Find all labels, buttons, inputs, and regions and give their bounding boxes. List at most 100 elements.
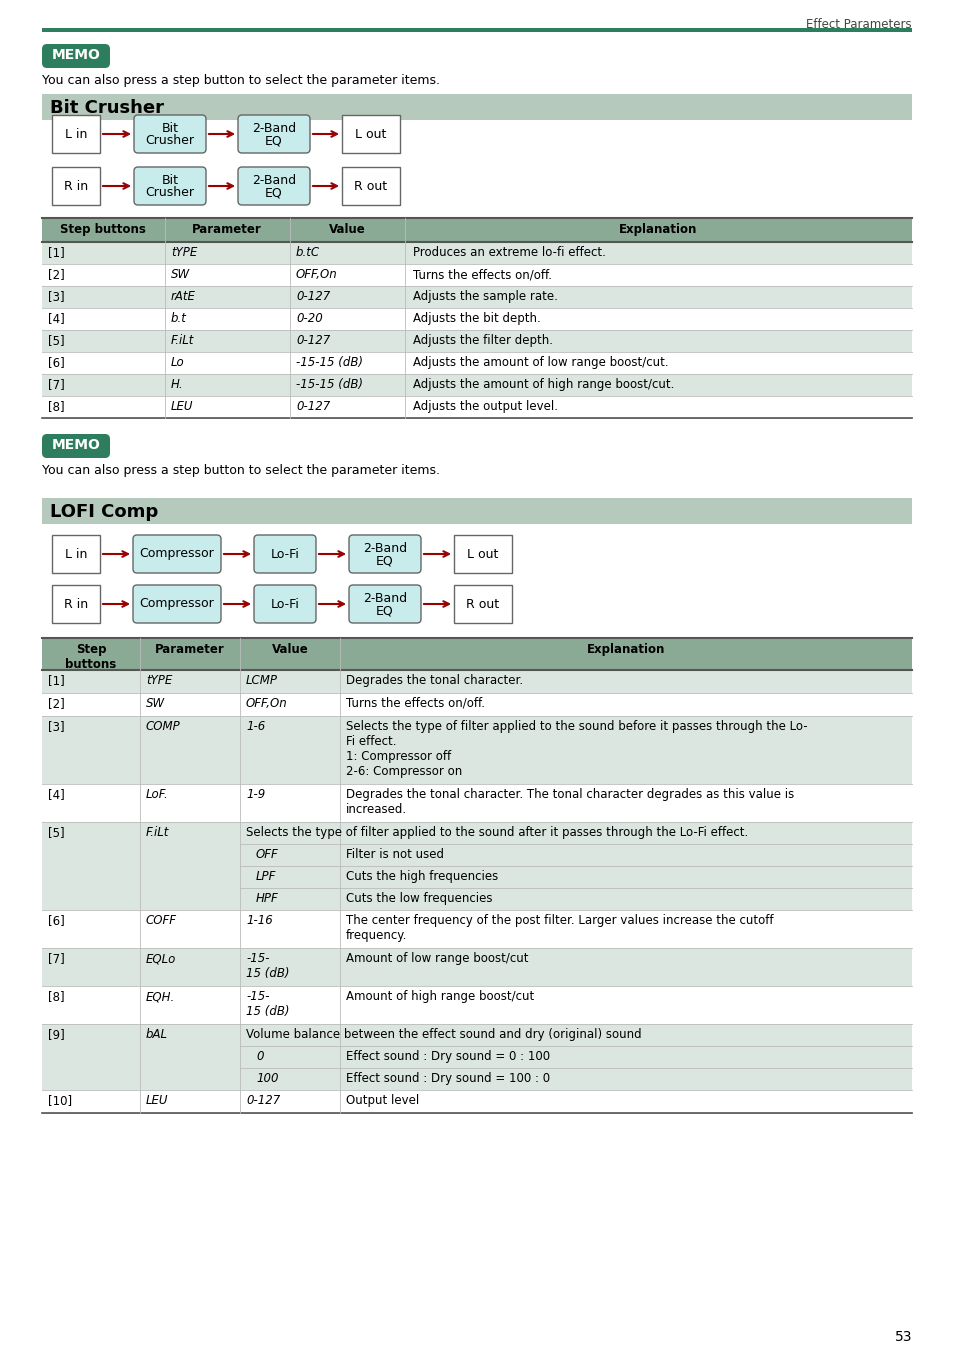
Text: MEMO: MEMO <box>51 49 100 62</box>
Text: [4]: [4] <box>48 312 65 325</box>
Text: [6]: [6] <box>48 356 65 369</box>
Text: Selects the type of filter applied to the sound before it passes through the Lo-: Selects the type of filter applied to th… <box>346 720 807 778</box>
Text: [2]: [2] <box>48 269 65 281</box>
Text: Lo: Lo <box>171 356 185 369</box>
Bar <box>42 948 911 986</box>
Bar <box>42 784 911 822</box>
Text: -15-
15 (dB): -15- 15 (dB) <box>246 952 289 980</box>
Text: You can also press a step button to select the parameter items.: You can also press a step button to sele… <box>42 74 439 86</box>
Text: Adjusts the output level.: Adjusts the output level. <box>413 400 558 413</box>
Text: [9]: [9] <box>48 1027 65 1041</box>
Bar <box>52 535 100 572</box>
Bar <box>42 95 911 120</box>
Text: Produces an extreme lo-fi effect.: Produces an extreme lo-fi effect. <box>413 246 605 259</box>
Text: You can also press a step button to select the parameter items.: You can also press a step button to sele… <box>42 464 439 477</box>
Bar <box>42 1025 911 1089</box>
FancyBboxPatch shape <box>237 167 310 205</box>
Text: LPF: LPF <box>255 869 276 883</box>
Text: COFF: COFF <box>146 914 177 927</box>
FancyBboxPatch shape <box>133 167 206 205</box>
Text: Adjusts the sample rate.: Adjusts the sample rate. <box>413 290 558 302</box>
Text: Adjusts the filter depth.: Adjusts the filter depth. <box>413 333 553 347</box>
Text: MEMO: MEMO <box>51 437 100 452</box>
FancyBboxPatch shape <box>132 585 221 622</box>
Text: -15-
15 (dB): -15- 15 (dB) <box>246 990 289 1018</box>
Text: OFF,On: OFF,On <box>246 697 288 710</box>
Text: 0-20: 0-20 <box>295 312 322 325</box>
Text: Filter is not used: Filter is not used <box>346 848 443 861</box>
Text: Degrades the tonal character. The tonal character degrades as this value is
incr: Degrades the tonal character. The tonal … <box>346 788 794 815</box>
Text: R in: R in <box>64 598 88 610</box>
Text: 1-6: 1-6 <box>246 720 265 733</box>
FancyBboxPatch shape <box>253 585 315 622</box>
Text: Explanation: Explanation <box>618 223 697 236</box>
Text: EQ: EQ <box>375 555 394 567</box>
Bar <box>42 286 911 308</box>
Text: 0-127: 0-127 <box>295 290 330 302</box>
Bar <box>42 693 911 716</box>
Text: [2]: [2] <box>48 697 65 710</box>
Text: [7]: [7] <box>48 378 65 392</box>
Text: R in: R in <box>64 180 88 193</box>
Text: LoF.: LoF. <box>146 788 169 801</box>
Text: [1]: [1] <box>48 246 65 259</box>
Bar <box>42 670 911 693</box>
Bar <box>52 167 100 205</box>
Text: 100: 100 <box>255 1072 278 1085</box>
FancyBboxPatch shape <box>253 535 315 572</box>
Text: EQLo: EQLo <box>146 952 176 965</box>
Text: F.iLt: F.iLt <box>146 826 170 838</box>
Bar <box>42 308 911 329</box>
Text: [8]: [8] <box>48 990 65 1003</box>
Text: rAtE: rAtE <box>171 290 195 302</box>
Text: Explanation: Explanation <box>586 643 664 656</box>
Text: Adjusts the bit depth.: Adjusts the bit depth. <box>413 312 540 325</box>
Text: EQ: EQ <box>265 186 283 200</box>
Text: COMP: COMP <box>146 720 180 733</box>
Text: Output level: Output level <box>346 1094 418 1107</box>
Text: Cuts the high frequencies: Cuts the high frequencies <box>346 869 497 883</box>
Text: Crusher: Crusher <box>146 135 194 147</box>
Bar <box>42 498 911 524</box>
Bar <box>42 1089 911 1112</box>
FancyBboxPatch shape <box>133 115 206 153</box>
Text: tYPE: tYPE <box>146 674 172 687</box>
Text: Turns the effects on/off.: Turns the effects on/off. <box>413 269 552 281</box>
Text: Compressor: Compressor <box>139 548 214 560</box>
Bar <box>341 115 399 153</box>
Text: Effect Parameters: Effect Parameters <box>805 18 911 31</box>
Bar <box>42 352 911 374</box>
Text: [3]: [3] <box>48 290 65 302</box>
Text: 53: 53 <box>894 1330 911 1345</box>
Text: Effect sound : Dry sound = 100 : 0: Effect sound : Dry sound = 100 : 0 <box>346 1072 550 1085</box>
Text: [6]: [6] <box>48 914 65 927</box>
Bar <box>42 374 911 396</box>
Text: L out: L out <box>467 548 498 560</box>
Text: 1-9: 1-9 <box>246 788 265 801</box>
Text: Bit: Bit <box>161 122 178 135</box>
Bar <box>42 716 911 784</box>
Text: EQH.: EQH. <box>146 990 175 1003</box>
FancyBboxPatch shape <box>349 535 420 572</box>
Text: [8]: [8] <box>48 400 65 413</box>
Text: [5]: [5] <box>48 826 65 838</box>
Text: Adjusts the amount of high range boost/cut.: Adjusts the amount of high range boost/c… <box>413 378 674 392</box>
Text: 0-127: 0-127 <box>246 1094 280 1107</box>
Text: Effect sound : Dry sound = 0 : 100: Effect sound : Dry sound = 0 : 100 <box>346 1050 550 1062</box>
Text: L out: L out <box>355 127 386 140</box>
Text: [3]: [3] <box>48 720 65 733</box>
Text: Bit Crusher: Bit Crusher <box>50 99 164 117</box>
Text: LEU: LEU <box>171 400 193 413</box>
FancyBboxPatch shape <box>42 45 110 68</box>
Text: 0-127: 0-127 <box>295 400 330 413</box>
FancyBboxPatch shape <box>42 433 110 458</box>
Text: OFF,On: OFF,On <box>295 269 337 281</box>
Text: SW: SW <box>171 269 190 281</box>
Text: The center frequency of the post filter. Larger values increase the cutoff
frequ: The center frequency of the post filter.… <box>346 914 773 942</box>
Text: Lo-Fi: Lo-Fi <box>271 548 299 560</box>
Bar <box>42 242 911 265</box>
Text: [5]: [5] <box>48 333 65 347</box>
Text: 1-16: 1-16 <box>246 914 273 927</box>
Text: [1]: [1] <box>48 674 65 687</box>
Text: [7]: [7] <box>48 952 65 965</box>
